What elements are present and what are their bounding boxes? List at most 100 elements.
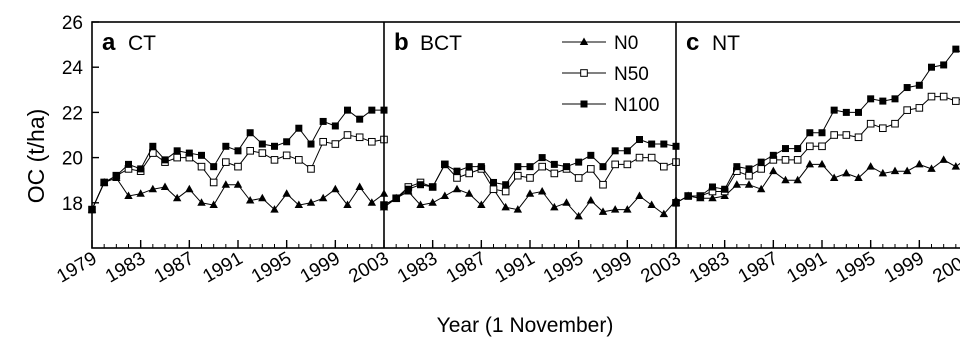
data-point xyxy=(246,129,254,137)
data-point xyxy=(355,182,364,190)
data-point xyxy=(842,108,850,116)
data-point xyxy=(416,200,425,209)
panel-b: b BCT xyxy=(379,22,681,248)
data-point xyxy=(344,106,351,114)
data-point xyxy=(757,165,765,173)
x-axis: 1979 1983 1987 1991 1995 1999 2003 1983 1987 1991… xyxy=(53,240,960,287)
panel-name: NT xyxy=(712,32,740,55)
data-point xyxy=(306,198,316,206)
data-point xyxy=(550,160,558,168)
x-tick-label: 1983 xyxy=(102,248,149,287)
data-point xyxy=(453,167,461,175)
data-point xyxy=(477,200,486,209)
x-tick-label: 1995 xyxy=(248,248,295,287)
data-point xyxy=(319,117,327,125)
data-point xyxy=(429,183,437,191)
x-tick-label: 1991 xyxy=(491,248,538,287)
data-point xyxy=(525,189,535,197)
legend-label: N50 xyxy=(614,64,649,85)
legend-marker xyxy=(580,100,588,108)
data-point xyxy=(696,192,704,200)
series-n50 xyxy=(380,153,680,209)
data-point xyxy=(830,106,838,114)
data-point xyxy=(562,198,571,206)
data-point xyxy=(951,162,960,170)
data-point xyxy=(939,155,948,163)
data-point xyxy=(209,200,218,209)
data-point xyxy=(599,180,607,189)
data-point xyxy=(367,198,377,206)
data-point xyxy=(234,147,242,155)
data-point xyxy=(855,108,862,116)
data-point xyxy=(514,163,522,171)
data-point xyxy=(514,171,522,180)
y-tick-label: 24 xyxy=(62,58,84,79)
data-point xyxy=(441,160,449,168)
panel-letter: a xyxy=(102,29,116,56)
panel-a: a CT xyxy=(87,29,389,214)
data-point xyxy=(854,133,863,142)
x-tick-label: 1999 xyxy=(881,248,928,287)
data-point xyxy=(879,124,887,133)
data-point xyxy=(830,131,838,139)
data-point xyxy=(355,133,364,142)
data-point xyxy=(891,95,899,103)
legend-marker xyxy=(580,69,588,77)
data-point xyxy=(635,153,644,162)
data-point xyxy=(794,145,802,153)
data-point xyxy=(890,166,900,175)
data-point xyxy=(756,184,766,193)
data-point xyxy=(709,183,716,191)
panel-name: BCT xyxy=(420,32,462,55)
data-point xyxy=(489,185,498,194)
legend-item: N0 xyxy=(562,33,638,54)
data-point xyxy=(647,200,656,209)
data-point xyxy=(161,156,169,164)
panel-letter: b xyxy=(394,29,409,56)
legend-item: N50 xyxy=(562,64,649,85)
data-point xyxy=(769,151,777,159)
data-point xyxy=(818,142,826,151)
data-point xyxy=(173,153,181,162)
data-point xyxy=(598,207,608,215)
data-point xyxy=(829,173,839,181)
data-point xyxy=(331,122,339,130)
data-point xyxy=(222,158,230,166)
x-tick-label: 2003 xyxy=(929,248,960,287)
data-point xyxy=(172,193,182,202)
data-point xyxy=(599,163,607,171)
data-point xyxy=(125,160,132,168)
data-point xyxy=(867,95,875,103)
series-line xyxy=(675,96,960,204)
x-tick-label: 1979 xyxy=(53,248,100,287)
series-n0 xyxy=(87,173,389,213)
data-point xyxy=(842,168,851,177)
data-point xyxy=(210,163,218,171)
data-point xyxy=(271,142,278,150)
data-point xyxy=(124,191,133,200)
data-point xyxy=(185,184,194,193)
data-point xyxy=(538,154,546,162)
data-point xyxy=(368,137,376,146)
data-point xyxy=(806,142,814,151)
series-line xyxy=(91,134,385,210)
data-point xyxy=(818,129,826,137)
data-point xyxy=(550,202,559,211)
y-axis-label: OC (t/ha) xyxy=(23,109,49,204)
data-point xyxy=(453,174,461,182)
x-tick-label: 1987 xyxy=(735,248,782,287)
data-point xyxy=(781,156,790,164)
data-point xyxy=(356,115,364,123)
x-tick-label: 1983 xyxy=(394,248,441,287)
data-point xyxy=(708,193,717,202)
data-point xyxy=(745,171,753,180)
data-point xyxy=(160,182,170,190)
x-tick-label: 1991 xyxy=(783,248,830,287)
series-n100 xyxy=(88,106,388,214)
data-point xyxy=(222,142,230,150)
data-point xyxy=(234,162,242,171)
data-point xyxy=(245,196,255,204)
data-point xyxy=(635,191,644,200)
data-point xyxy=(757,158,765,166)
